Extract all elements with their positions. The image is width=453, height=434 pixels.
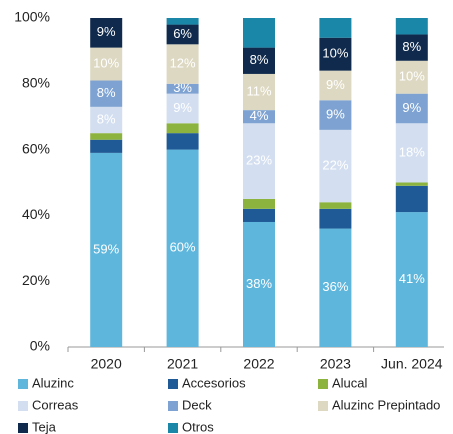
data-label: 8% xyxy=(97,85,116,100)
bar-segment xyxy=(166,44,199,84)
data-label: 60% xyxy=(170,240,196,255)
data-label: 41% xyxy=(399,271,425,286)
bar-segment xyxy=(243,110,275,124)
data-label: 38% xyxy=(246,276,272,291)
bar-segment xyxy=(166,123,199,134)
bar-segment xyxy=(395,123,428,183)
bar-segment xyxy=(319,37,352,71)
bar-segment xyxy=(166,24,199,45)
bar-segment xyxy=(395,60,428,94)
x-tick-label: 2023 xyxy=(320,356,351,372)
data-label: 10% xyxy=(93,55,119,70)
legend-swatch xyxy=(168,423,178,433)
y-tick-label: 20% xyxy=(22,272,50,288)
legend-label: Teja xyxy=(32,419,57,434)
bar-segment xyxy=(166,18,199,25)
bar-segment xyxy=(319,18,352,38)
bar-segment xyxy=(243,221,275,347)
data-label: 9% xyxy=(173,100,192,115)
data-label: 10% xyxy=(399,69,425,84)
data-label: 23% xyxy=(246,153,272,168)
bar-segment xyxy=(243,73,275,111)
bar-segment xyxy=(395,212,428,347)
legend-label: Correas xyxy=(32,397,79,412)
legend-label: Alucal xyxy=(332,375,368,390)
data-label: 9% xyxy=(97,24,116,39)
legend-swatch xyxy=(318,379,328,389)
bar-segment xyxy=(243,47,275,74)
data-label: 12% xyxy=(170,55,196,70)
bar-segment xyxy=(90,106,123,134)
bar-segment xyxy=(166,83,199,94)
legend-swatch xyxy=(168,379,178,389)
y-tick-label: 60% xyxy=(22,140,50,156)
bar-segment xyxy=(90,139,123,153)
y-tick-label: 100% xyxy=(14,9,50,25)
legend-swatch xyxy=(318,401,328,411)
data-label: 11% xyxy=(246,83,271,98)
legend-swatch xyxy=(18,379,28,389)
legend-swatch xyxy=(18,401,28,411)
bar-segment xyxy=(395,93,428,124)
y-tick-label: 40% xyxy=(22,206,50,222)
data-label: 8% xyxy=(402,39,421,54)
data-label: 8% xyxy=(97,111,116,126)
bar-segment xyxy=(243,208,275,222)
bar-segment xyxy=(90,47,123,81)
legend-label: Deck xyxy=(182,397,212,412)
bar-segment xyxy=(319,228,352,347)
bar-segment xyxy=(319,202,352,209)
data-label: 4% xyxy=(250,108,269,123)
data-label: 9% xyxy=(402,100,421,115)
bar-segment xyxy=(319,208,352,229)
bar-segment xyxy=(395,34,428,61)
bar-segment xyxy=(395,18,428,35)
bar-segment xyxy=(319,129,352,203)
bar-segment xyxy=(90,152,123,347)
legend-swatch xyxy=(18,423,28,433)
bar-segment xyxy=(166,93,199,124)
x-tick-label: 2020 xyxy=(91,356,122,372)
y-tick-label: 80% xyxy=(22,75,50,91)
data-label: 8% xyxy=(250,52,269,67)
bar-segment xyxy=(90,18,123,48)
x-tick-label: Jun. 2024 xyxy=(381,356,443,372)
x-tick-label: 2022 xyxy=(243,356,274,372)
bar-segment xyxy=(243,123,275,199)
bar-segment xyxy=(166,133,199,150)
bar-segment xyxy=(243,18,275,48)
legend-label: Accesorios xyxy=(182,375,246,390)
data-label: 6% xyxy=(173,26,192,41)
data-label: 59% xyxy=(93,241,119,256)
bar-segment xyxy=(243,198,275,209)
bar-segment xyxy=(90,80,123,107)
data-label: 9% xyxy=(326,106,345,121)
bar-segment xyxy=(90,133,123,140)
bar-segment xyxy=(395,182,428,186)
data-label: 18% xyxy=(399,144,425,159)
legend-swatch xyxy=(168,401,178,411)
data-label: 22% xyxy=(322,157,348,172)
legend-label: Aluzinc xyxy=(32,375,74,390)
legend-label: Aluzinc Prepintado xyxy=(332,397,440,412)
legend-label: Otros xyxy=(182,419,214,434)
data-label: 10% xyxy=(322,46,348,61)
data-label: 36% xyxy=(322,279,348,294)
bar-segment xyxy=(319,100,352,130)
bar-segment xyxy=(395,185,428,213)
data-label: 9% xyxy=(326,77,345,92)
bar-segment xyxy=(166,149,199,347)
bar-segment xyxy=(319,70,352,101)
data-label: 3% xyxy=(173,80,192,95)
y-tick-label: 0% xyxy=(30,338,50,354)
x-tick-label: 2021 xyxy=(167,356,198,372)
